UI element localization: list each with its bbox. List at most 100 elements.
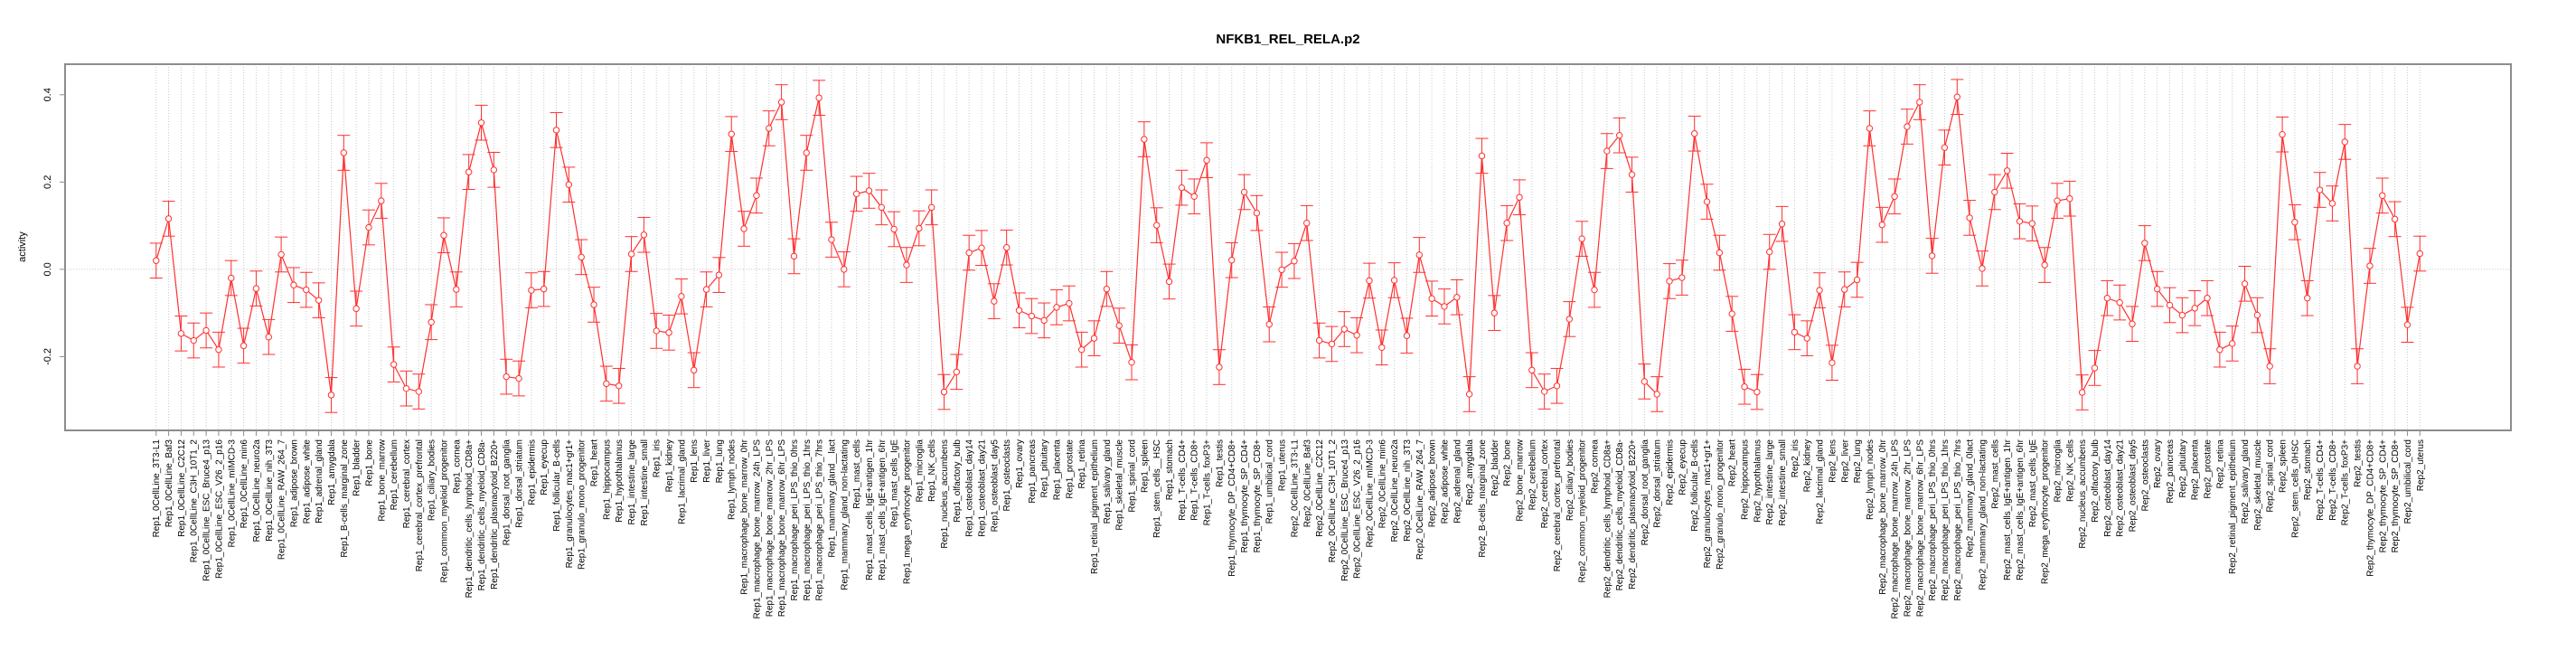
data-point-group [1237,174,1251,211]
x-tick-label: Rep2_thymocyte_DP_CD4+CD8+ [2365,439,2375,577]
data-point-group [412,373,426,410]
data-point-group [813,80,826,116]
x-tick-label: Rep2_dendritic_cells_lymphoid_CD8a+ [1603,439,1612,599]
data-point-group [1988,174,2001,211]
data-point-group [762,110,776,146]
data-point-group [2176,297,2189,334]
x-tick-label: Rep2_0CellLine_min6 [1377,439,1387,529]
data-point [1066,299,1073,307]
data-point [177,330,185,337]
data-point-group [1975,250,1988,287]
data-point [390,361,398,368]
data-point [1315,336,1323,344]
x-tick-label: Rep2_lacrimal_gland [1816,439,1826,524]
data-point-group [1638,363,1651,400]
data-point [616,382,623,390]
data-point-group [1212,349,1226,385]
data-point [1103,285,1111,293]
data-point-group [2225,326,2239,362]
x-tick-label: Rep1_bone [364,439,374,486]
x-tick-label: Rep1_T-cells_CD4+ [1178,439,1188,521]
x-tick-label: Rep1_hypothalamus [615,439,625,523]
x-tick-label: Rep2_olfactory_bulb [2091,439,2101,523]
data-point-group [1825,344,1838,381]
data-point-group [2201,279,2214,316]
data-point [815,94,823,101]
data-point-group [599,365,613,402]
data-point [1841,286,1848,293]
data-point-group [837,251,851,288]
data-point [1979,265,1986,272]
data-point [653,327,660,335]
data-point-group [2126,306,2139,343]
data-point [190,336,197,344]
x-tick-label: Rep2_macrophage_bone_marrow_0hr [1878,439,1888,594]
x-tick-label: Rep2_pituitary [2178,439,2188,497]
data-point-group [400,370,413,407]
data-point [627,250,635,258]
data-point-group [1876,206,1889,243]
x-tick-label: Rep2_cerebral_cortex_prefrontal [1553,439,1563,571]
data-point [828,236,835,243]
data-point-group [1012,292,1026,329]
data-point [1465,391,1473,398]
x-tick-label: Rep2_prostate [2204,439,2214,499]
x-tick-label: Rep2_heart [1728,439,1738,486]
x-tick-label: Rep2_0CellLine_mIMCD-3 [1365,439,1375,548]
x-tick-label: Rep1_0CellLine_neuro2a [252,439,262,542]
data-point-group [1400,317,1414,354]
data-point [1265,320,1273,328]
data-point [1565,316,1574,323]
data-point [1829,359,1836,366]
data-point [878,203,885,212]
x-tick-label: Rep2_epidermis [1666,439,1676,505]
data-point [1941,144,1949,151]
data-point [1716,249,1724,257]
data-point [327,392,335,399]
data-point-group [437,217,450,254]
data-point-group [1713,234,1726,271]
data-point [1603,147,1611,155]
data-point-group [1525,352,1538,389]
data-point [1403,332,1411,339]
x-tick-label: Rep2_nucleus_accumbens [2078,439,2088,549]
data-point [640,231,648,239]
data-point [165,215,173,222]
data-point-group [1700,184,1714,220]
data-point [803,149,810,156]
data-point [753,192,760,199]
data-point-group [2150,270,2164,307]
data-point-group [1325,326,1339,363]
data-point [1303,220,1311,227]
data-point [2191,305,2198,312]
x-tick-label: Rep1_cerebral_cortex [402,439,412,528]
data-point [1516,193,1523,201]
data-point-group [2288,203,2301,241]
data-point-group [162,201,175,237]
data-point-group [1938,129,1951,166]
data-point [153,257,160,264]
data-point-group [262,318,276,355]
x-tick-label: Rep1_0CellLine_mIMCD-3 [227,439,237,548]
x-tick-label: Rep2_adrenal_gland [1453,439,1462,524]
x-tick-label: Rep1_macrophage_peri_LPS_thio_1hrs [803,439,813,600]
data-point-group [2000,152,2014,189]
data-point [777,99,785,106]
x-tick-label: Rep2_0CellLine_nih_3T3 [1403,439,1413,542]
data-point [1077,345,1086,354]
x-tick-label: Rep2_NK_cells [2065,439,2075,502]
data-point-group [1612,117,1626,154]
x-tick-label: Rep2_mast_cells_IgE+antigen_6hr [2016,439,2026,580]
data-point [2204,295,2211,302]
data-point-group [1038,302,1051,339]
x-tick-label: Rep1_eyecup [540,439,550,495]
x-tick-label: Rep1_osteoclasts [1002,439,1012,512]
x-tick-label: Rep2_adipose_white [1440,439,1450,524]
x-tick-label: Rep1_ciliary_bodies [428,439,437,521]
data-point [1691,130,1698,137]
x-tick-label: Rep2_lens [1828,439,1838,483]
data-point-group [1150,207,1163,243]
data-point-group [387,346,400,382]
data-point-group [1312,322,1326,359]
x-tick-label: Rep2_skeletal_muscle [2253,439,2263,531]
